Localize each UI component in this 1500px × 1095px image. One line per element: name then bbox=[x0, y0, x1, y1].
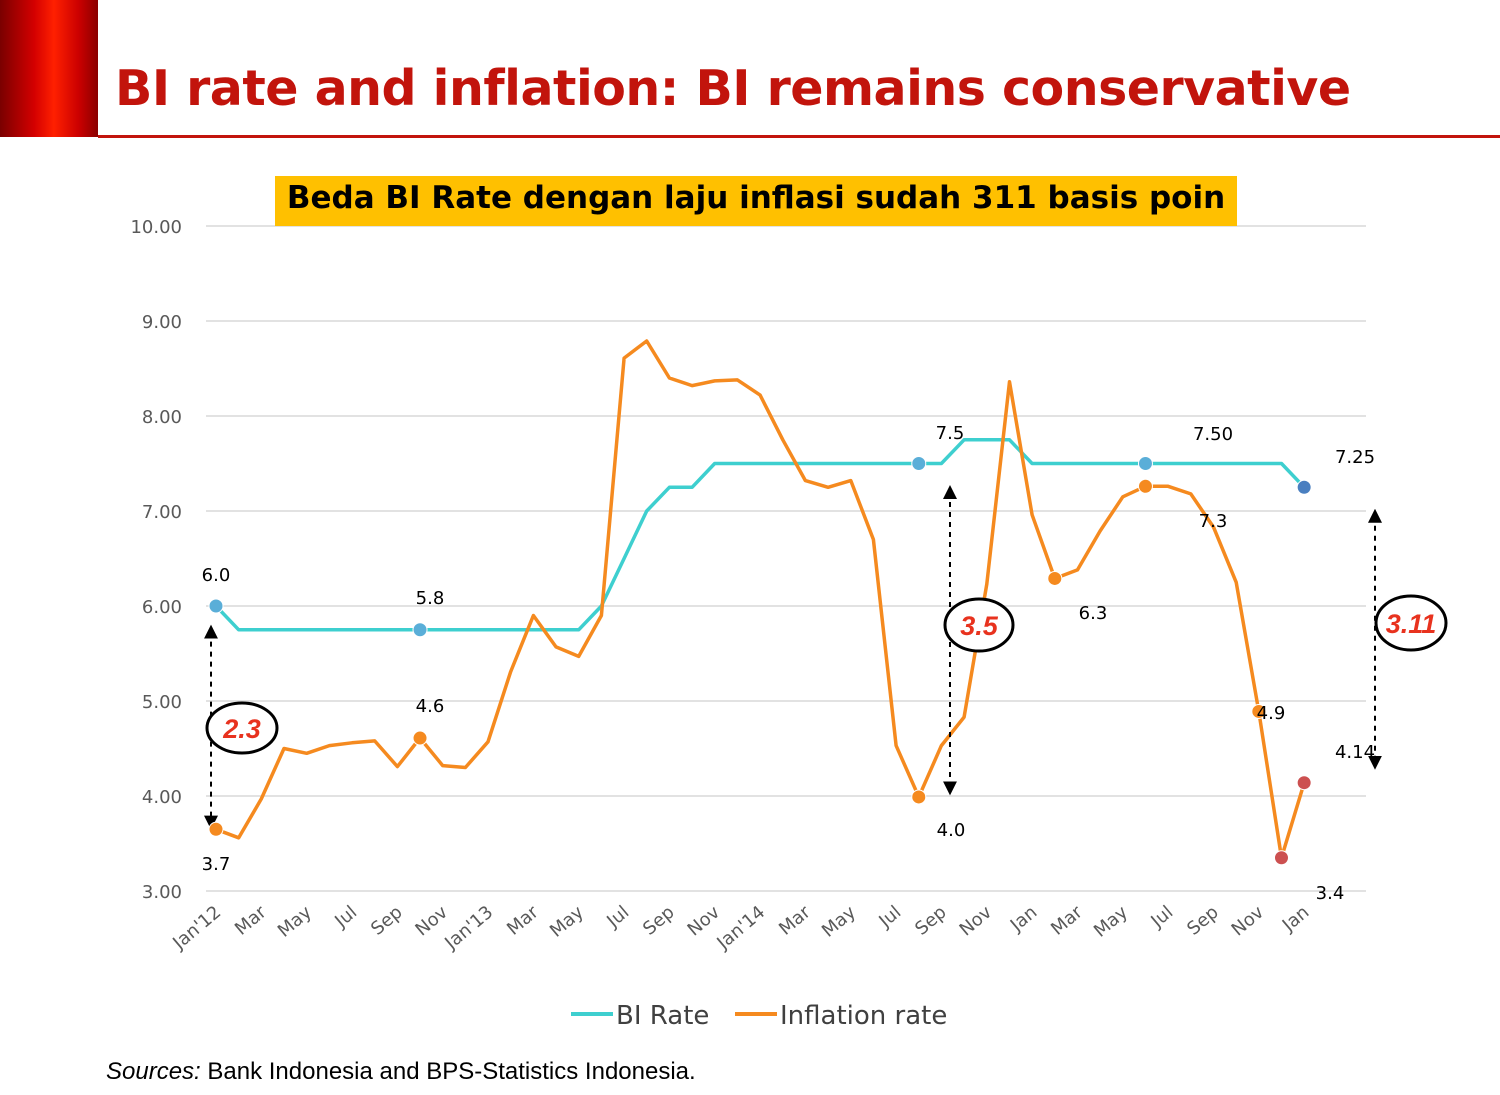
y-tick-label: 9.00 bbox=[142, 312, 182, 333]
x-tick-label: Mar bbox=[775, 901, 815, 939]
x-tick-label: Jan'12 bbox=[168, 902, 225, 954]
data-label: 3.4 bbox=[1316, 883, 1345, 904]
x-tick-label: May bbox=[1090, 902, 1132, 942]
data-point-marker bbox=[208, 598, 224, 614]
inflation-rate-line bbox=[215, 339, 1306, 860]
sources-label: Sources: bbox=[106, 1058, 201, 1085]
x-tick-label: Jan'14 bbox=[712, 902, 769, 954]
x-tick-label: May bbox=[274, 902, 316, 942]
x-tick-label: Sep bbox=[639, 902, 678, 940]
legend-label-bi-rate: BI Rate bbox=[616, 1001, 709, 1031]
x-tick-label: Jul bbox=[602, 902, 633, 933]
data-label: 4.6 bbox=[416, 696, 445, 717]
gap-value-label: 3.5 bbox=[960, 611, 999, 641]
data-label: 6.3 bbox=[1079, 603, 1108, 624]
data-label: 7.5 bbox=[936, 423, 965, 444]
data-point-marker bbox=[412, 622, 428, 638]
data-label: 6.0 bbox=[202, 565, 231, 586]
x-tick-label: Jul bbox=[330, 902, 361, 933]
data-label: 5.8 bbox=[416, 588, 445, 609]
data-point-marker bbox=[1296, 775, 1312, 791]
data-point-marker bbox=[1137, 456, 1153, 471]
data-point-marker bbox=[412, 730, 428, 746]
y-tick-label: 3.00 bbox=[142, 882, 182, 903]
bi-rate-line bbox=[214, 438, 1306, 632]
title-divider bbox=[98, 135, 1500, 138]
gap-value-label: 3.11 bbox=[1386, 609, 1437, 639]
data-point-marker bbox=[911, 789, 927, 805]
y-tick-label: 10.00 bbox=[130, 217, 182, 238]
x-tick-label: May bbox=[818, 902, 860, 942]
data-label: 4.14 bbox=[1335, 742, 1375, 763]
data-point-marker bbox=[208, 821, 224, 837]
x-tick-label: Mar bbox=[231, 901, 271, 939]
data-point-marker bbox=[1273, 850, 1289, 866]
data-label: 7.3 bbox=[1199, 511, 1228, 532]
y-tick-label: 5.00 bbox=[142, 692, 182, 713]
x-tick-label: Sep bbox=[911, 902, 950, 940]
y-tick-label: 8.00 bbox=[142, 407, 182, 428]
slide-title: BI rate and inflation: BI remains conser… bbox=[115, 60, 1351, 117]
legend-label-inflation-rate: Inflation rate bbox=[780, 1001, 947, 1031]
data-label: 7.25 bbox=[1335, 447, 1375, 468]
gap-ellipse bbox=[205, 701, 279, 755]
data-label: 3.7 bbox=[202, 854, 231, 875]
x-tick-label: Jan bbox=[1006, 902, 1042, 937]
gap-ellipse bbox=[1374, 594, 1448, 652]
x-tick-label: Mar bbox=[1047, 901, 1087, 939]
corner-accent bbox=[0, 0, 98, 137]
data-point-marker bbox=[911, 456, 927, 471]
x-tick-label: Sep bbox=[367, 902, 406, 940]
y-tick-label: 4.00 bbox=[142, 787, 182, 808]
x-tick-label: Nov bbox=[956, 902, 997, 941]
data-point-marker bbox=[1047, 570, 1063, 586]
sources-text: Bank Indonesia and BPS-Statistics Indone… bbox=[200, 1058, 696, 1085]
x-tick-label: Mar bbox=[503, 901, 543, 939]
data-point-marker bbox=[1137, 478, 1153, 494]
y-tick-label: 6.00 bbox=[142, 597, 182, 618]
gap-value-label: 2.3 bbox=[222, 714, 261, 744]
x-tick-label: Jan'13 bbox=[440, 902, 497, 954]
x-tick-label: Nov bbox=[1228, 902, 1269, 941]
banner-background bbox=[275, 176, 1237, 226]
data-point-marker bbox=[1296, 479, 1312, 495]
sources-note: Sources: Bank Indonesia and BPS-Statisti… bbox=[106, 1058, 696, 1086]
x-tick-label: Sep bbox=[1183, 902, 1222, 940]
x-tick-label: Jan bbox=[1278, 902, 1314, 937]
data-label: 4.0 bbox=[937, 820, 966, 841]
data-point-marker bbox=[1251, 703, 1267, 719]
y-tick-label: 7.00 bbox=[142, 502, 182, 523]
gap-ellipse bbox=[943, 597, 1015, 653]
x-tick-label: Jul bbox=[874, 902, 905, 933]
x-tick-label: Jul bbox=[1146, 902, 1177, 933]
x-tick-label: May bbox=[546, 902, 588, 942]
banner-text: Beda BI Rate dengan laju inflasi sudah 3… bbox=[287, 180, 1225, 216]
data-label: 7.50 bbox=[1193, 424, 1233, 445]
data-label: 4.9 bbox=[1257, 703, 1286, 724]
